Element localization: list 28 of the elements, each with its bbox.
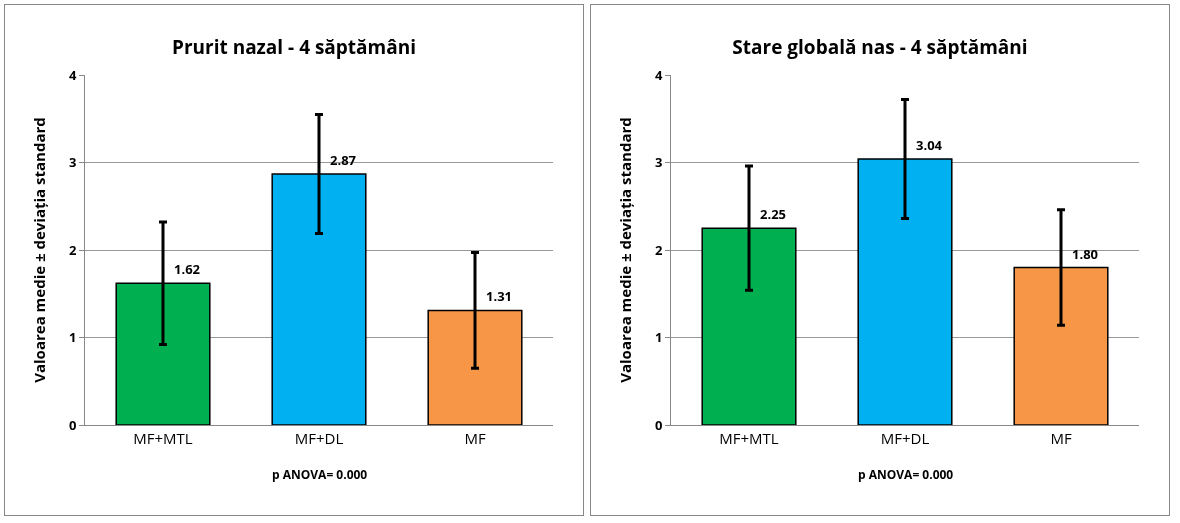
y-tick-label: 2	[654, 240, 663, 259]
y-tick-label: 4	[68, 65, 77, 84]
y-tick-label: 4	[654, 65, 663, 84]
text: p ANOVA= 0.000	[272, 466, 368, 483]
y-tick-label: 1	[68, 328, 77, 347]
chart-title: Prurit nazal - 4 săptămâni	[171, 34, 417, 60]
y-axis-title: Valoarea medie ± deviația standard	[29, 117, 49, 383]
x-tick-label: MF+MTL	[719, 428, 779, 448]
x-tick-label: MF+DL	[294, 428, 344, 448]
y-tick-label: 0	[654, 415, 663, 434]
y-tick-label: 3	[68, 153, 77, 172]
y-tick-label: 3	[654, 153, 663, 172]
data-label: 1.31	[486, 287, 513, 305]
data-label: 1.62	[174, 260, 201, 278]
data-label: 1.80	[1072, 245, 1099, 263]
y-tick-label: 1	[654, 328, 663, 347]
y-axis-title: Valoarea medie ± deviația standard	[615, 117, 635, 383]
x-tick-label: MF+DL	[880, 428, 930, 448]
data-label: 2.25	[760, 205, 787, 223]
y-tick-label: 2	[68, 240, 77, 259]
x-tick-label: MF	[1050, 428, 1072, 448]
data-label: 3.04	[916, 136, 943, 154]
chart-title: Stare globală nas - 4 săptămâni	[732, 34, 1028, 60]
x-tick-label: MF+MTL	[133, 428, 193, 448]
data-label: 2.87	[330, 151, 357, 169]
y-tick-label: 0	[68, 415, 77, 434]
x-tick-label: MF	[464, 428, 486, 448]
text: p ANOVA= 0.000	[858, 466, 954, 483]
